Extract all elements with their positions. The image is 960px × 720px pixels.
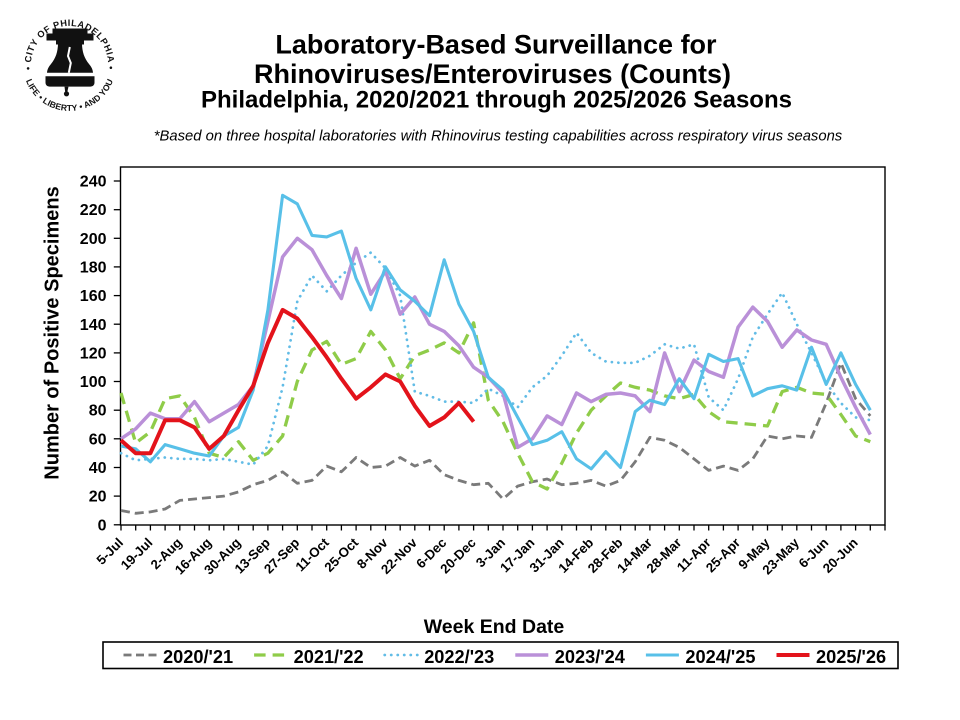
svg-text:*Based on three hospital labor: *Based on three hospital laboratories wi… bbox=[154, 129, 843, 145]
svg-text:Rhinoviruses/Enteroviruses (Co: Rhinoviruses/Enteroviruses (Counts) bbox=[254, 59, 731, 89]
svg-text:2025/'26: 2025/'26 bbox=[816, 647, 886, 667]
svg-text:Philadelphia, 2020/2021 throug: Philadelphia, 2020/2021 through 2025/202… bbox=[201, 87, 792, 114]
svg-text:80: 80 bbox=[89, 403, 107, 420]
svg-text:180: 180 bbox=[80, 259, 107, 276]
svg-text:0: 0 bbox=[98, 517, 107, 534]
svg-text:19-Jul: 19-Jul bbox=[118, 535, 156, 573]
svg-text:2021/'22: 2021/'22 bbox=[294, 647, 364, 667]
svg-text:Number of Positive Specimens: Number of Positive Specimens bbox=[42, 186, 64, 479]
svg-text:25-Oct: 25-Oct bbox=[321, 535, 361, 575]
svg-text:Laboratory-Based Surveillance: Laboratory-Based Surveillance for bbox=[275, 30, 717, 60]
svg-text:140: 140 bbox=[80, 317, 107, 334]
svg-text:120: 120 bbox=[80, 345, 107, 362]
svg-text:220: 220 bbox=[80, 202, 107, 219]
svg-text:60: 60 bbox=[89, 431, 107, 448]
svg-text:160: 160 bbox=[80, 288, 107, 305]
svg-text:2020/'21: 2020/'21 bbox=[163, 647, 233, 667]
svg-text:200: 200 bbox=[80, 231, 107, 248]
svg-text:100: 100 bbox=[80, 374, 107, 391]
svg-text:2023/'24: 2023/'24 bbox=[555, 647, 626, 667]
svg-text:Week End Date: Week End Date bbox=[424, 616, 565, 638]
svg-text:20: 20 bbox=[89, 489, 107, 506]
svg-text:2024/'25: 2024/'25 bbox=[685, 647, 755, 667]
svg-text:240: 240 bbox=[80, 174, 107, 191]
svg-text:2022/'23: 2022/'23 bbox=[424, 647, 494, 667]
svg-text:40: 40 bbox=[89, 460, 107, 477]
